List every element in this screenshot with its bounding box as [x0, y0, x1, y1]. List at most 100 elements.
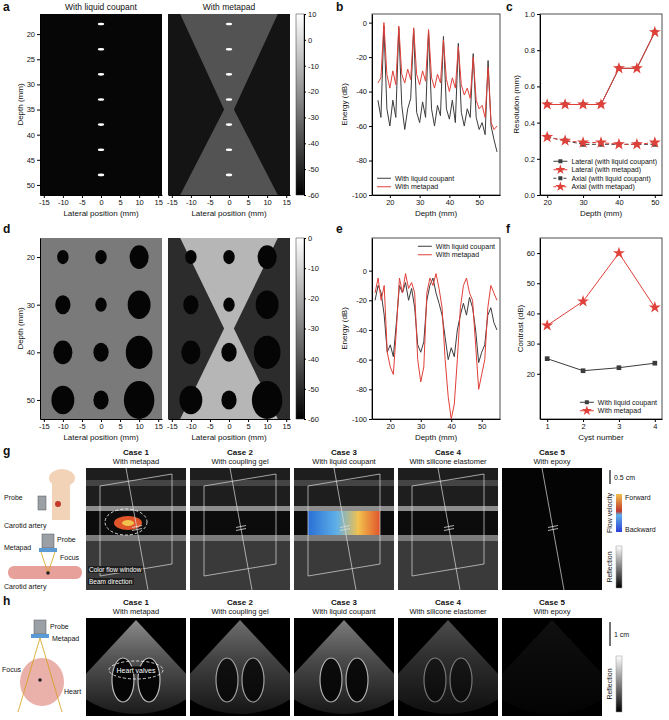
marks [541, 26, 661, 150]
diagram-label: Probe [4, 494, 23, 501]
tick: 2 [581, 419, 585, 431]
image-background [294, 468, 394, 590]
cyst [183, 295, 198, 314]
tick-label: 0 [308, 36, 312, 45]
tick: 5 [118, 419, 122, 431]
point-target [98, 98, 104, 101]
plot-frame [540, 14, 662, 195]
marker [631, 138, 643, 149]
marks [375, 274, 497, 419]
point-target [226, 73, 232, 76]
tick: 0 [304, 234, 312, 243]
tick-label: 50 [475, 198, 483, 207]
tick-mark [37, 185, 40, 186]
legend-label: With metapad [436, 251, 479, 259]
cyst [223, 250, 234, 264]
tissue [398, 480, 498, 486]
tick-label: -5 [207, 422, 214, 431]
tick-label: -60 [356, 122, 367, 131]
tick: -15 [167, 419, 178, 431]
tick: -10 [304, 62, 319, 71]
tick-mark [304, 419, 306, 420]
panel-letter: a [3, 0, 10, 14]
tick-label: -100 [352, 191, 367, 200]
sector [294, 620, 394, 714]
cyst [53, 340, 72, 364]
tissue [294, 480, 394, 486]
focus-point [46, 571, 50, 575]
case-label: Case 3 [331, 598, 357, 607]
reflection-colorbar [616, 546, 622, 588]
legend-label: Lateral (with metapad) [571, 166, 641, 174]
tick-label: -80 [356, 385, 367, 394]
image-background [86, 468, 186, 590]
tick-mark [37, 257, 40, 258]
point-target [226, 48, 232, 51]
tick-mark [537, 344, 540, 345]
color-flow [114, 516, 142, 530]
cyst [185, 250, 196, 264]
tick-label: 5 [246, 422, 250, 431]
legend: With liquid coupantWith metapad [416, 241, 497, 260]
tick-mark [304, 66, 306, 67]
point-target [98, 174, 104, 177]
tick-mark [304, 298, 306, 299]
tick-mark [537, 283, 540, 284]
panel-g: gProbeCarotid arteryMetapadProbeCarotid … [3, 444, 656, 591]
beam [41, 552, 55, 573]
tick-mark [369, 23, 372, 24]
tick: 40 [27, 131, 40, 140]
tick-label: 40 [615, 198, 623, 207]
case-label: Case 1 [123, 598, 149, 607]
y-axis-line [372, 15, 373, 196]
diagram-label: Focus [60, 554, 80, 561]
marker [577, 98, 589, 109]
tick-label: 50 [651, 198, 659, 207]
diagram-label: Carotid artery [4, 522, 47, 530]
tick-label: -5 [79, 422, 86, 431]
tick-label: -10 [58, 422, 69, 431]
tick-label: 50 [527, 279, 535, 288]
tick-label: -10 [186, 422, 197, 431]
tick-mark [304, 329, 306, 330]
chamber [320, 658, 342, 702]
tick: -40 [356, 326, 372, 335]
tick-label: 30 [27, 80, 35, 89]
tick: -30 [304, 113, 319, 122]
x-axis: -15-10-5051015 [39, 195, 163, 207]
vessel-wall [190, 506, 290, 511]
tick-label: 0 [363, 267, 367, 276]
image-background [398, 468, 498, 590]
legend-swatch [418, 246, 432, 247]
marker [595, 136, 607, 147]
marker [617, 365, 622, 370]
panel-letter: e [336, 222, 343, 236]
panel-c: c203040500.00.20.40.60.81.0Depth (mm)Res… [506, 0, 663, 218]
tick-mark [537, 86, 540, 87]
panel-letter: f [506, 222, 511, 236]
cyst [128, 290, 151, 319]
y-axis: 2030405060 [527, 239, 541, 420]
tick-mark [37, 84, 40, 85]
plot-frame [540, 238, 662, 419]
tick-mark [304, 238, 306, 239]
tick-label: -30 [308, 324, 319, 333]
vessel-wall [294, 506, 394, 511]
legend-label: With liquid coupant [436, 243, 495, 251]
tick-label: -10 [308, 264, 319, 273]
vessel-wall [398, 506, 498, 511]
point-target [98, 73, 104, 76]
flow-colorbar [616, 494, 622, 532]
colorbar [296, 14, 304, 195]
tick-mark [37, 352, 40, 353]
label-patch [88, 578, 134, 585]
tick: 5 [118, 195, 122, 207]
diagram-label: Metapad [52, 635, 79, 643]
tick: 15 [155, 419, 163, 431]
tick-label: -5 [207, 198, 214, 207]
case-title: With metapad [113, 457, 159, 466]
tick: 10 [263, 419, 271, 431]
tick-mark [304, 389, 306, 390]
tick: 50 [478, 419, 486, 431]
tick-label: 0 [227, 422, 231, 431]
